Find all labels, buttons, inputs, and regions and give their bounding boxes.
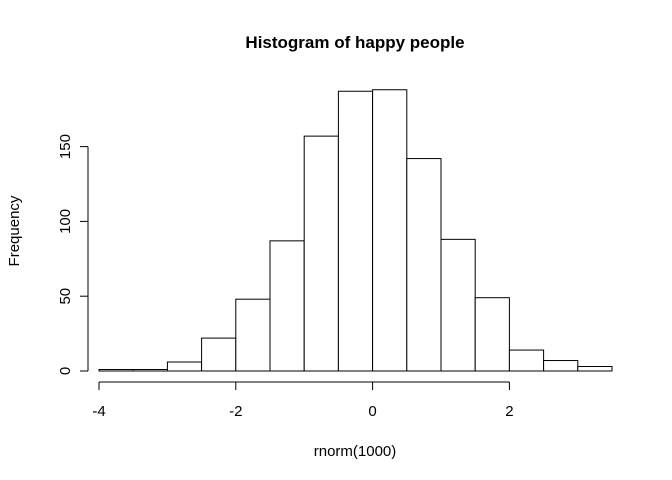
histogram-bar-11 [474,297,510,372]
y-tick-label-3: 150 [57,134,74,159]
y-tick-label-0: 0 [57,367,74,375]
x-tick-label-0: -4 [92,403,105,420]
y-tick-label-2: 100 [57,209,74,234]
histogram-bar-13 [543,360,579,372]
x-axis: -4 -2 0 2 [92,381,514,420]
histogram-bar-8 [372,89,408,372]
histogram-bar-10 [440,238,476,372]
histogram-bar-4 [235,298,271,372]
x-axis-label: rnorm(1000) [314,443,397,460]
histogram-bar-14 [577,366,613,372]
histogram-bar-0 [98,369,134,372]
y-tick-label-1: 50 [57,288,74,305]
histogram-bar-1 [132,369,168,372]
x-tick-label-2: 0 [368,403,376,420]
bars-group [98,89,613,372]
histogram-bar-12 [508,349,545,372]
chart-title: Histogram of happy people [245,33,464,52]
x-tick-label-3: 2 [505,403,513,420]
histogram-bar-6 [303,135,339,372]
x-tick-label-1: -2 [229,403,242,420]
y-axis-label: Frequency [6,195,23,266]
y-axis: 0 50 100 150 [57,134,89,375]
histogram-bar-7 [337,90,374,372]
histogram-bar-5 [269,240,305,372]
histogram-bar-2 [166,361,203,372]
histogram-bar-9 [406,158,442,372]
histogram-bar-3 [201,337,237,372]
